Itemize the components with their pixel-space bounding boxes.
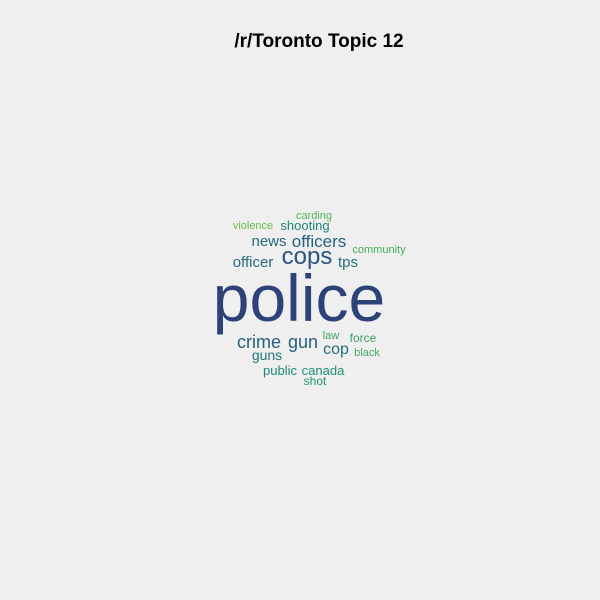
word-officer: officer (233, 254, 274, 271)
word-officers: officers (292, 232, 347, 251)
word-canada: canada (302, 363, 345, 378)
word-shot: shot (304, 374, 327, 388)
word-public: public (263, 363, 297, 378)
word-force: force (350, 331, 377, 345)
word-gun: gun (288, 332, 318, 352)
word-carding: carding (296, 210, 332, 222)
word-guns: guns (252, 347, 282, 363)
word-news: news (251, 233, 286, 250)
word-community: community (352, 244, 406, 256)
word-crime: crime (237, 332, 281, 352)
word-tps: tps (338, 254, 358, 271)
word-cop: cop (323, 341, 349, 358)
word-shooting: shooting (280, 218, 329, 233)
word-black: black (354, 347, 380, 359)
word-violence: violence (233, 220, 273, 232)
word-cops: cops (282, 243, 333, 270)
word-law: law (323, 330, 340, 342)
chart-title: /r/Toronto Topic 12 (234, 31, 404, 52)
word-police: police (213, 261, 385, 335)
